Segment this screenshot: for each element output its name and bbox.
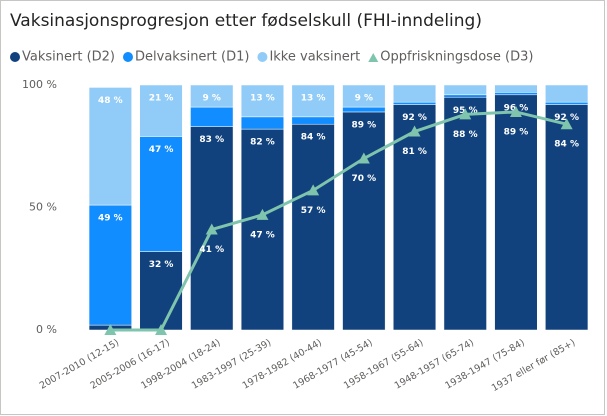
bar-segment xyxy=(545,104,589,331)
bar-segment xyxy=(443,84,487,96)
line-marker xyxy=(408,125,421,137)
chart-title: Vaksinasjonsprogresjon etter fødselskull… xyxy=(10,11,482,31)
bar-segment xyxy=(88,87,132,206)
legend-marker xyxy=(257,52,268,62)
bar-segment xyxy=(139,136,183,252)
bar-segment xyxy=(443,97,487,331)
legend-label: Vaksinert (D2) xyxy=(22,50,115,65)
bar-segment xyxy=(494,92,538,96)
data-label: 83 % xyxy=(199,135,224,145)
line-marker xyxy=(256,208,269,220)
bar-segment xyxy=(342,106,386,113)
data-label: 49 % xyxy=(98,214,123,224)
data-label: 21 % xyxy=(149,94,174,104)
data-label: 92 % xyxy=(554,113,579,123)
line-marker xyxy=(459,108,472,120)
legend-marker xyxy=(123,52,133,62)
bar-segment xyxy=(545,84,589,103)
line-marker xyxy=(205,223,218,235)
data-label: 89 % xyxy=(352,120,377,130)
y-tick-label: 100 % xyxy=(22,78,57,91)
data-label: 88 % xyxy=(453,130,478,140)
bar-segment xyxy=(88,204,132,326)
data-label: 89 % xyxy=(504,127,529,137)
data-label: 13 % xyxy=(250,94,275,104)
bar-segment xyxy=(291,116,335,125)
data-label: 70 % xyxy=(352,174,377,184)
bar-segment xyxy=(240,128,284,331)
legend-marker xyxy=(10,52,20,62)
data-label: 81 % xyxy=(402,147,427,157)
bar-segment xyxy=(291,84,335,118)
legend-label: Oppfriskningsdose (D3) xyxy=(380,50,533,65)
data-label: 9 % xyxy=(203,94,221,104)
bar-segment xyxy=(494,94,538,331)
bar-segment xyxy=(494,84,538,93)
bar-segment xyxy=(190,106,234,127)
data-label: 92 % xyxy=(402,113,427,123)
data-label: 57 % xyxy=(301,206,326,216)
bar-segment xyxy=(393,84,437,103)
bar-segment xyxy=(291,123,335,331)
line xyxy=(110,110,568,332)
data-label: 9 % xyxy=(355,94,373,104)
line-marker xyxy=(155,324,168,335)
legend-marker xyxy=(368,53,379,62)
bar-segment xyxy=(393,101,437,105)
data-label: 13 % xyxy=(301,94,326,104)
y-tick-label: 50 % xyxy=(29,201,57,214)
data-label: 47 % xyxy=(250,230,275,240)
data-label: 32 % xyxy=(149,260,174,270)
bar-segment xyxy=(240,84,284,118)
bar-segment xyxy=(443,94,487,98)
bar-segment xyxy=(240,116,284,130)
data-label: 84 % xyxy=(554,140,579,150)
bar-segment xyxy=(545,101,589,105)
line-marker xyxy=(104,324,117,335)
data-label: 47 % xyxy=(149,145,174,155)
bar-segment xyxy=(190,84,234,108)
data-label: 84 % xyxy=(301,133,326,143)
legend-label: Delvaksinert (D1) xyxy=(135,50,249,65)
data-label: 41 % xyxy=(199,245,224,255)
bar-segment xyxy=(139,84,183,137)
line-marker xyxy=(357,152,370,164)
line-marker xyxy=(560,118,573,130)
bar-segment xyxy=(342,111,386,331)
data-label: 82 % xyxy=(250,138,275,148)
data-label: 48 % xyxy=(98,96,123,106)
line-marker xyxy=(509,105,522,117)
legend-label: Ikke vaksinert xyxy=(269,50,360,65)
line-marker xyxy=(307,184,320,196)
y-tick-label: 0 % xyxy=(36,323,57,336)
bar-segment xyxy=(393,104,437,331)
bar-segment xyxy=(342,84,386,108)
